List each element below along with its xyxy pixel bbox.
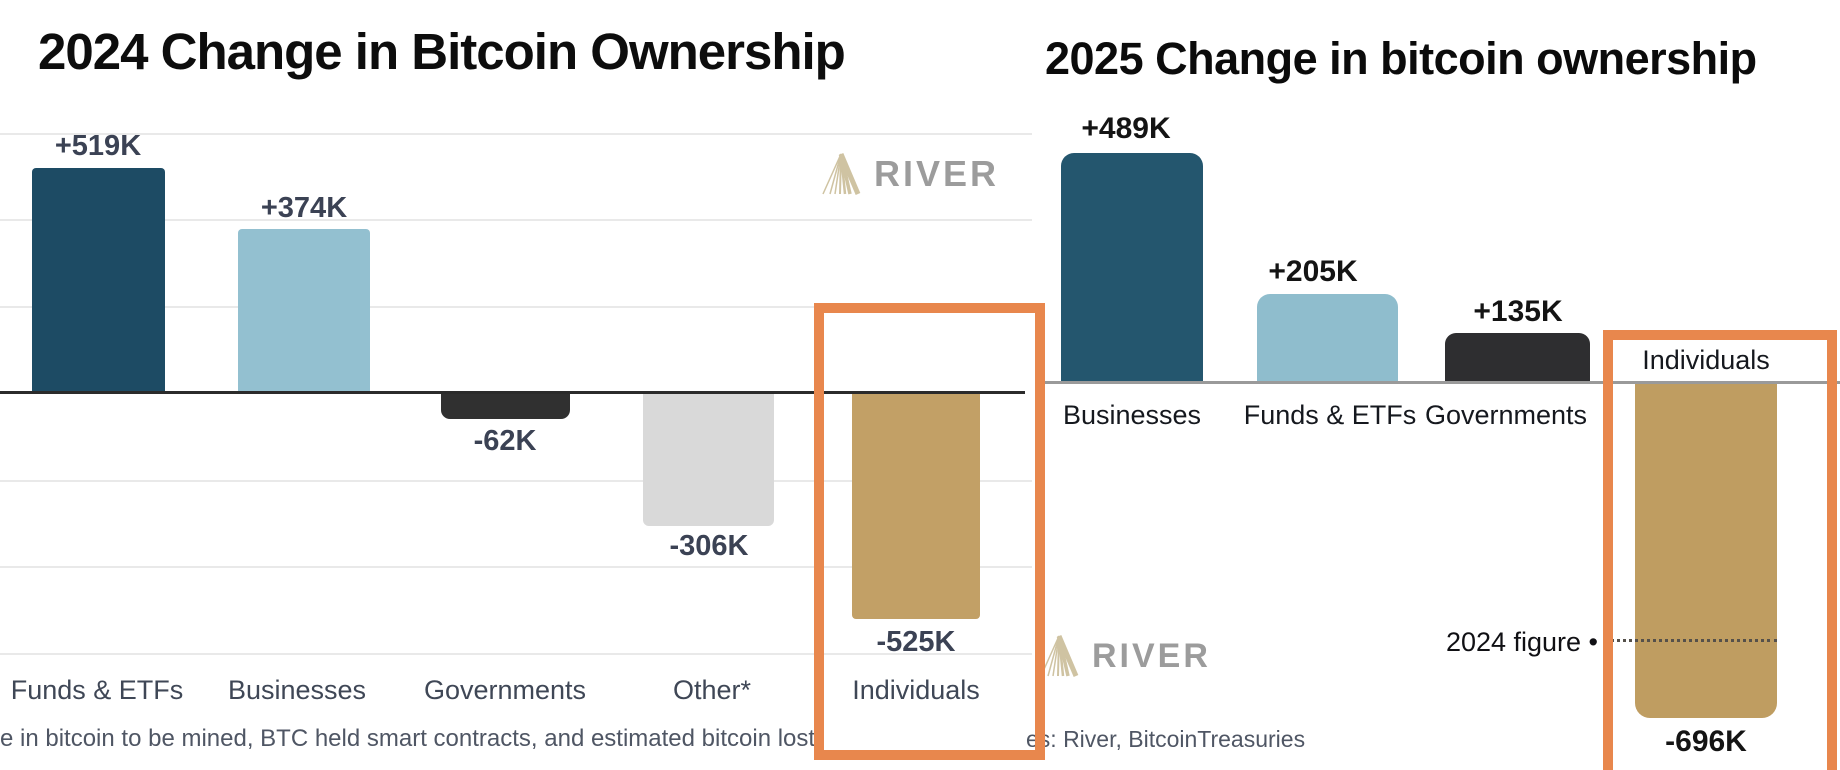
right-annotation-2024-figure: 2024 figure •	[1445, 627, 1598, 657]
right-bar-governments	[1445, 333, 1590, 382]
right-xlabel-businesses: Businesses	[1062, 400, 1202, 430]
left-river-wordmark: RIVER	[874, 153, 1000, 194]
right-value-businesses: +489K	[1081, 112, 1171, 145]
right-river-logo: RIVER	[1038, 634, 1211, 678]
left-bar-other	[643, 392, 774, 526]
left-value-governments: -62K	[473, 425, 537, 457]
left-bar-individuals	[852, 392, 980, 619]
left-value-businesses: +374K	[260, 192, 348, 224]
left-xlabel-funds-etfs: Funds & ETFs	[10, 675, 184, 705]
left-xlabel-other: Other*	[672, 675, 752, 705]
right-annotation-dotted-line	[1604, 639, 1777, 642]
right-bar-individuals	[1635, 383, 1777, 718]
right-zero-axis-line	[1036, 381, 1840, 384]
left-river-logo: RIVER	[820, 152, 999, 196]
right-xlabel-funds-etfs: Funds & ETFs	[1243, 400, 1417, 430]
right-value-governments: +135K	[1473, 295, 1563, 328]
left-gridline-200k	[0, 306, 1032, 308]
left-xlabel-businesses: Businesses	[227, 675, 367, 705]
left-value-funds-etfs: +519K	[54, 130, 142, 162]
right-sources: es: River, BitcoinTreasuries	[1026, 726, 1306, 752]
right-river-wordmark: RIVER	[1092, 636, 1211, 675]
left-individuals-highlight-box	[814, 303, 1045, 760]
left-bar-businesses	[238, 229, 370, 392]
right-bar-funds-etfs	[1257, 294, 1398, 382]
right-value-funds-etfs: +205K	[1268, 255, 1358, 288]
left-gridline-neg200k	[0, 480, 1032, 482]
right-bar-businesses	[1061, 153, 1203, 382]
right-xlabel-individuals: Individuals	[1642, 345, 1770, 375]
right-value-individuals: -696K	[1665, 725, 1747, 758]
left-gridline-neg400k	[0, 566, 1032, 568]
left-gridline-400k	[0, 219, 1032, 221]
left-bar-governments	[441, 392, 570, 419]
left-value-other: -306K	[669, 530, 749, 562]
left-footnote: e in bitcoin to be mined, BTC held smart…	[0, 725, 816, 752]
right-xlabel-governments: Governments	[1424, 400, 1588, 430]
right-chart-title: 2025 Change in bitcoin ownership	[1045, 33, 1757, 84]
left-xlabel-individuals: Individuals	[852, 675, 980, 705]
left-xlabel-governments: Governments	[423, 675, 587, 705]
left-bar-funds-etfs	[32, 168, 165, 392]
right-individuals-highlight-box	[1603, 330, 1837, 770]
left-gridline-neg600k	[0, 653, 1032, 655]
left-zero-axis-line	[0, 391, 1025, 394]
left-value-individuals: -525K	[876, 626, 956, 658]
river-mountain-icon	[822, 153, 861, 195]
left-chart-title: 2024 Change in Bitcoin Ownership	[38, 23, 846, 80]
left-gridline-600k	[0, 133, 1032, 135]
